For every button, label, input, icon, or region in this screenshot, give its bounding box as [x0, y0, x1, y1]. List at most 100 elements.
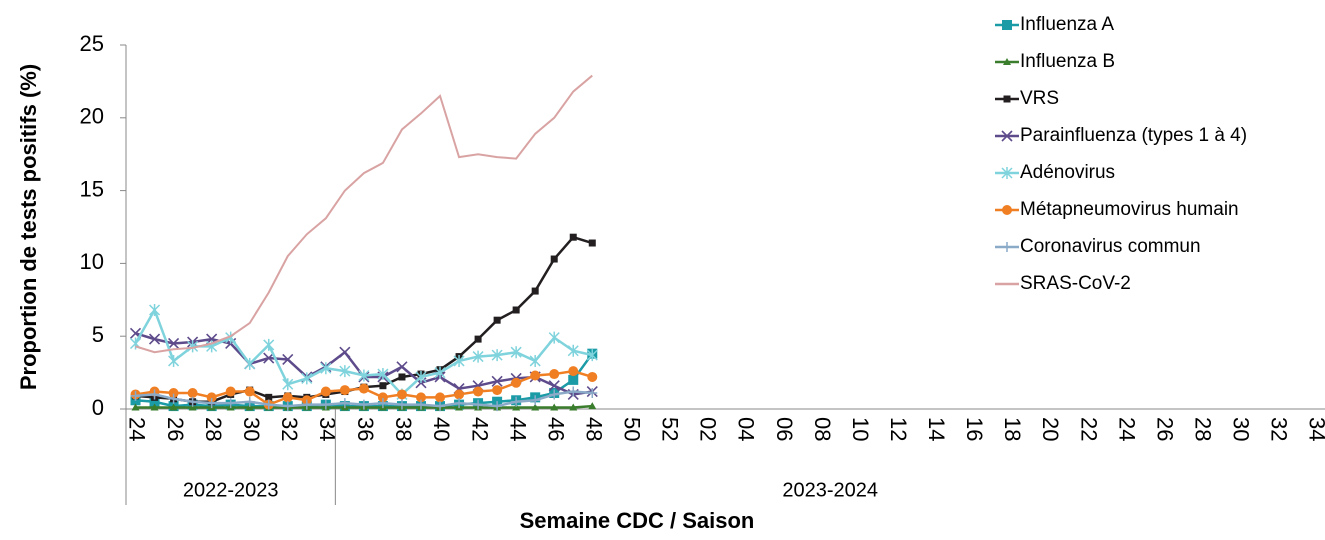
x-tick-label: 50	[620, 417, 645, 441]
x-tick-label: 20	[1038, 417, 1063, 441]
series	[130, 386, 598, 412]
marker	[586, 349, 598, 362]
marker	[150, 403, 159, 411]
marker	[282, 401, 293, 412]
x-tick-label: 48	[581, 417, 606, 441]
x-tick-label: 52	[658, 417, 683, 441]
marker	[187, 396, 198, 407]
marker	[491, 349, 503, 362]
line	[135, 74, 593, 354]
marker	[320, 386, 331, 397]
x-tick-label: 28	[201, 417, 226, 441]
series	[135, 74, 593, 354]
marker	[567, 344, 579, 357]
marker	[492, 401, 503, 412]
y-tick-label: 25	[80, 31, 104, 56]
x-tick-label: 44	[505, 417, 530, 441]
x-tick-label: 28	[1190, 417, 1215, 441]
marker	[568, 366, 579, 377]
x-tick-label: 22	[1076, 417, 1101, 441]
marker	[415, 399, 426, 410]
marker	[149, 303, 161, 316]
marker	[282, 353, 294, 366]
marker	[588, 239, 596, 247]
x-tick-label: 30	[1229, 417, 1254, 441]
y-tick-label: 10	[80, 249, 104, 274]
marker	[244, 357, 256, 370]
marker	[569, 403, 578, 411]
marker	[548, 380, 560, 392]
marker	[282, 392, 293, 403]
x-tick-label: 24	[1114, 417, 1139, 441]
marker	[244, 386, 255, 397]
legend-label: Influenza B	[1020, 51, 1115, 72]
marker	[454, 398, 465, 409]
marker	[491, 375, 503, 387]
y-tick-label: 15	[80, 176, 104, 201]
x-tick-label: 34	[315, 417, 340, 441]
marker	[415, 370, 427, 383]
marker	[474, 335, 482, 343]
marker	[587, 387, 598, 398]
marker	[379, 382, 387, 390]
x-tick-label: 32	[277, 417, 302, 441]
marker	[434, 366, 446, 379]
legend-label: Influenza A	[1020, 14, 1114, 35]
marker	[587, 371, 598, 382]
marker	[512, 306, 520, 314]
marker	[168, 354, 180, 367]
marker	[377, 368, 389, 381]
marker	[493, 316, 501, 324]
season-label: 2023-2024	[782, 479, 878, 501]
x-tick-label: 04	[734, 417, 759, 441]
y-tick-label: 5	[92, 322, 104, 347]
legend-label: Coronavirus commun	[1020, 236, 1201, 257]
marker	[188, 403, 197, 411]
marker	[320, 362, 332, 375]
x-tick-label: 18	[1000, 417, 1025, 441]
marker	[569, 233, 577, 241]
x-tick-label: 06	[772, 417, 797, 441]
marker	[206, 398, 217, 409]
marker	[263, 338, 275, 351]
marker	[1003, 58, 1011, 65]
x-tick-label: 10	[848, 417, 873, 441]
x-tick-label: 14	[924, 417, 949, 441]
x-tick-label: 12	[886, 417, 911, 441]
marker	[149, 389, 160, 400]
marker	[377, 398, 388, 409]
marker	[263, 352, 275, 364]
legend-label: Adénovirus	[1020, 162, 1115, 183]
marker	[225, 386, 236, 397]
marker	[549, 369, 560, 380]
marker	[548, 331, 560, 344]
series	[130, 366, 598, 410]
marker	[435, 401, 446, 412]
marker	[454, 389, 465, 400]
marker	[396, 361, 408, 373]
x-tick-label: 46	[543, 417, 568, 441]
series	[129, 303, 598, 401]
marker	[550, 403, 559, 411]
marker	[511, 377, 522, 388]
marker	[244, 396, 255, 407]
x-tick-label: 26	[1152, 417, 1177, 441]
marker	[169, 403, 178, 411]
marker	[568, 386, 579, 397]
marker	[453, 354, 465, 367]
x-axis-title: Semaine CDC / Saison	[520, 508, 755, 533]
x-tick-label: 26	[163, 417, 188, 441]
marker	[512, 403, 521, 411]
marker	[588, 402, 597, 410]
marker	[225, 398, 236, 409]
y-axis-title: Proportion de tests positifs (%)	[16, 64, 41, 390]
marker	[510, 346, 522, 359]
marker	[472, 350, 484, 363]
legend-label: VRS	[1020, 88, 1059, 109]
marker	[1002, 242, 1012, 252]
marker	[358, 399, 369, 410]
marker	[339, 385, 350, 396]
marker	[149, 396, 160, 407]
